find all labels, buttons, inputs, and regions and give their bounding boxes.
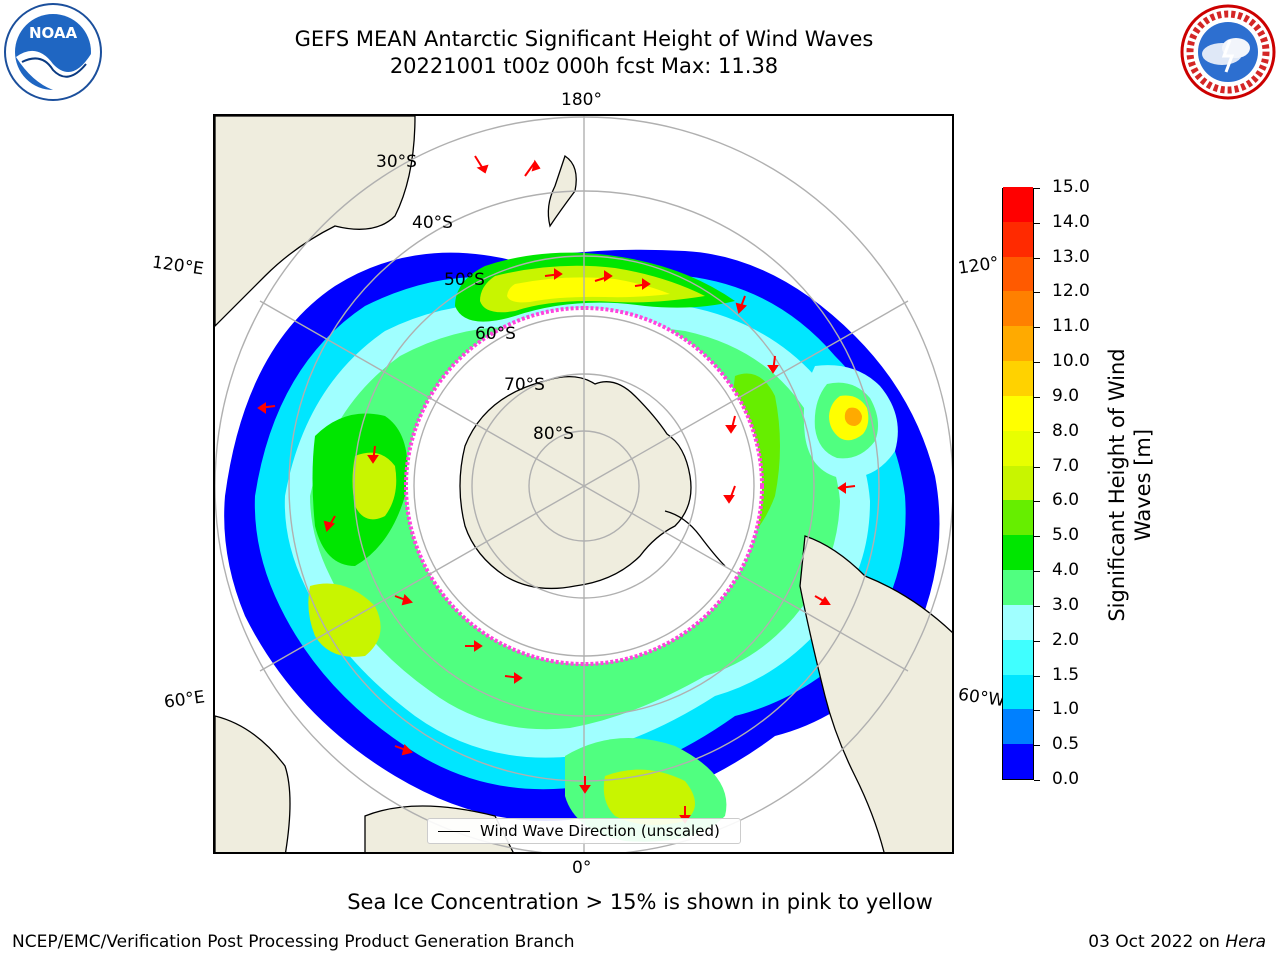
colorbar-tick-label: 10.0 [1052, 351, 1090, 372]
colorbar-tick-mark [1034, 571, 1040, 573]
map-panel [213, 114, 954, 854]
colorbar-segment [1003, 534, 1033, 571]
colorbar-tick-mark [1034, 710, 1040, 712]
colorbar-tick-label: 13.0 [1052, 246, 1090, 267]
chart-title: GEFS MEAN Antarctic Significant Height o… [294, 27, 874, 51]
chart-title-block: GEFS MEAN Antarctic Significant Height o… [234, 26, 934, 80]
colorbar-tick-mark [1034, 222, 1040, 224]
colorbar-tick-label: 11.0 [1052, 316, 1090, 337]
colorbar-segment [1003, 221, 1033, 257]
lon-label-upper-right: 120° [956, 253, 1001, 279]
legend-line-icon [438, 830, 470, 832]
footer-credit: NCEP/EMC/Verification Post Processing Pr… [12, 932, 575, 952]
sea-ice-note: Sea Ice Concentration > 15% is shown in … [347, 890, 933, 914]
colorbar-segment [1003, 186, 1033, 222]
colorbar-tick-label: 1.0 [1052, 699, 1080, 720]
colorbar-tick-mark [1034, 257, 1040, 259]
colorbar-tick-mark [1034, 327, 1040, 329]
noaa-logo: NOAA [2, 2, 104, 102]
colorbar-segment [1003, 290, 1033, 327]
colorbar-tick-label: 4.0 [1052, 560, 1080, 581]
lat-label-50s: 50°S [444, 270, 485, 290]
colorbar-segment [1003, 430, 1033, 466]
colorbar-segment [1003, 674, 1033, 710]
colorbar-label: Significant Height of Wind Waves [m] [1105, 348, 1155, 622]
lon-label-lower-right: 60°W [956, 684, 1007, 712]
colorbar-tick-label: 1.5 [1052, 664, 1080, 685]
polar-map [215, 116, 952, 852]
colorbar-tick-mark [1034, 466, 1040, 468]
lat-label-60s: 60°S [475, 324, 516, 344]
colorbar-tick-label: 14.0 [1052, 211, 1090, 232]
footer-date: 03 Oct 2022 on Hera [1088, 932, 1266, 952]
map-legend: Wind Wave Direction (unscaled) [427, 818, 741, 844]
colorbar-tick-mark [1034, 780, 1040, 781]
footer-date-text: 03 Oct 2022 on [1088, 932, 1220, 952]
lat-label-30s: 30°S [376, 152, 417, 172]
lon-label-top: 180° [561, 90, 602, 110]
colorbar-tick-label: 5.0 [1052, 525, 1080, 546]
colorbar-tick-label: 7.0 [1052, 455, 1080, 476]
continents [215, 116, 952, 852]
colorbar-tick-label: 3.0 [1052, 594, 1080, 615]
colorbar-segment [1003, 499, 1033, 536]
colorbar [1002, 186, 1034, 780]
colorbar-segment [1003, 395, 1033, 431]
colorbar-tick-mark [1034, 640, 1040, 642]
colorbar-segment [1003, 639, 1033, 675]
lon-label-upper-left: 120°E [150, 252, 205, 280]
colorbar-tick-mark [1034, 188, 1040, 189]
colorbar-segment [1003, 743, 1033, 779]
footer-host: Hera [1225, 932, 1266, 952]
colorbar-tick-mark [1034, 745, 1040, 747]
chart-subtitle: 20221001 t00z 000h fcst Max: 11.38 [389, 54, 779, 78]
lon-label-bottom: 0° [572, 858, 592, 878]
colorbar-tick-label: 0.5 [1052, 734, 1080, 755]
colorbar-tick-label: 6.0 [1052, 490, 1080, 511]
colorbar-tick-mark [1034, 536, 1040, 538]
lon-label-lower-left: 60°E [162, 687, 207, 713]
colorbar-tick-label: 8.0 [1052, 420, 1080, 441]
colorbar-tick-mark [1034, 362, 1040, 364]
colorbar-tick-label: 12.0 [1052, 281, 1090, 302]
colorbar-segment [1003, 360, 1033, 396]
colorbar-tick-mark [1034, 675, 1040, 677]
colorbar-tick-mark [1034, 396, 1040, 398]
lat-label-40s: 40°S [412, 213, 453, 233]
colorbar-segment [1003, 604, 1033, 640]
colorbar-segment [1003, 256, 1033, 292]
lat-label-70s: 70°S [504, 375, 545, 395]
colorbar-segment [1003, 569, 1033, 605]
antarctica-land [459, 376, 692, 590]
svg-text:NOAA: NOAA [29, 24, 78, 42]
colorbar-tick-label: 9.0 [1052, 385, 1080, 406]
colorbar-tick-mark [1034, 605, 1040, 607]
colorbar-segment [1003, 325, 1033, 362]
colorbar-segment [1003, 465, 1033, 501]
colorbar-tick-mark [1034, 501, 1040, 503]
lat-label-80s: 80°S [533, 424, 574, 444]
legend-label: Wind Wave Direction (unscaled) [480, 822, 720, 840]
colorbar-tick-label: 0.0 [1052, 769, 1080, 789]
nws-logo [1178, 2, 1278, 102]
colorbar-segment [1003, 708, 1033, 745]
colorbar-tick-label: 2.0 [1052, 629, 1080, 650]
colorbar-tick-label: 15.0 [1052, 177, 1090, 197]
colorbar-tick-mark [1034, 431, 1040, 433]
colorbar-tick-mark [1034, 292, 1040, 294]
graticule [215, 116, 952, 852]
